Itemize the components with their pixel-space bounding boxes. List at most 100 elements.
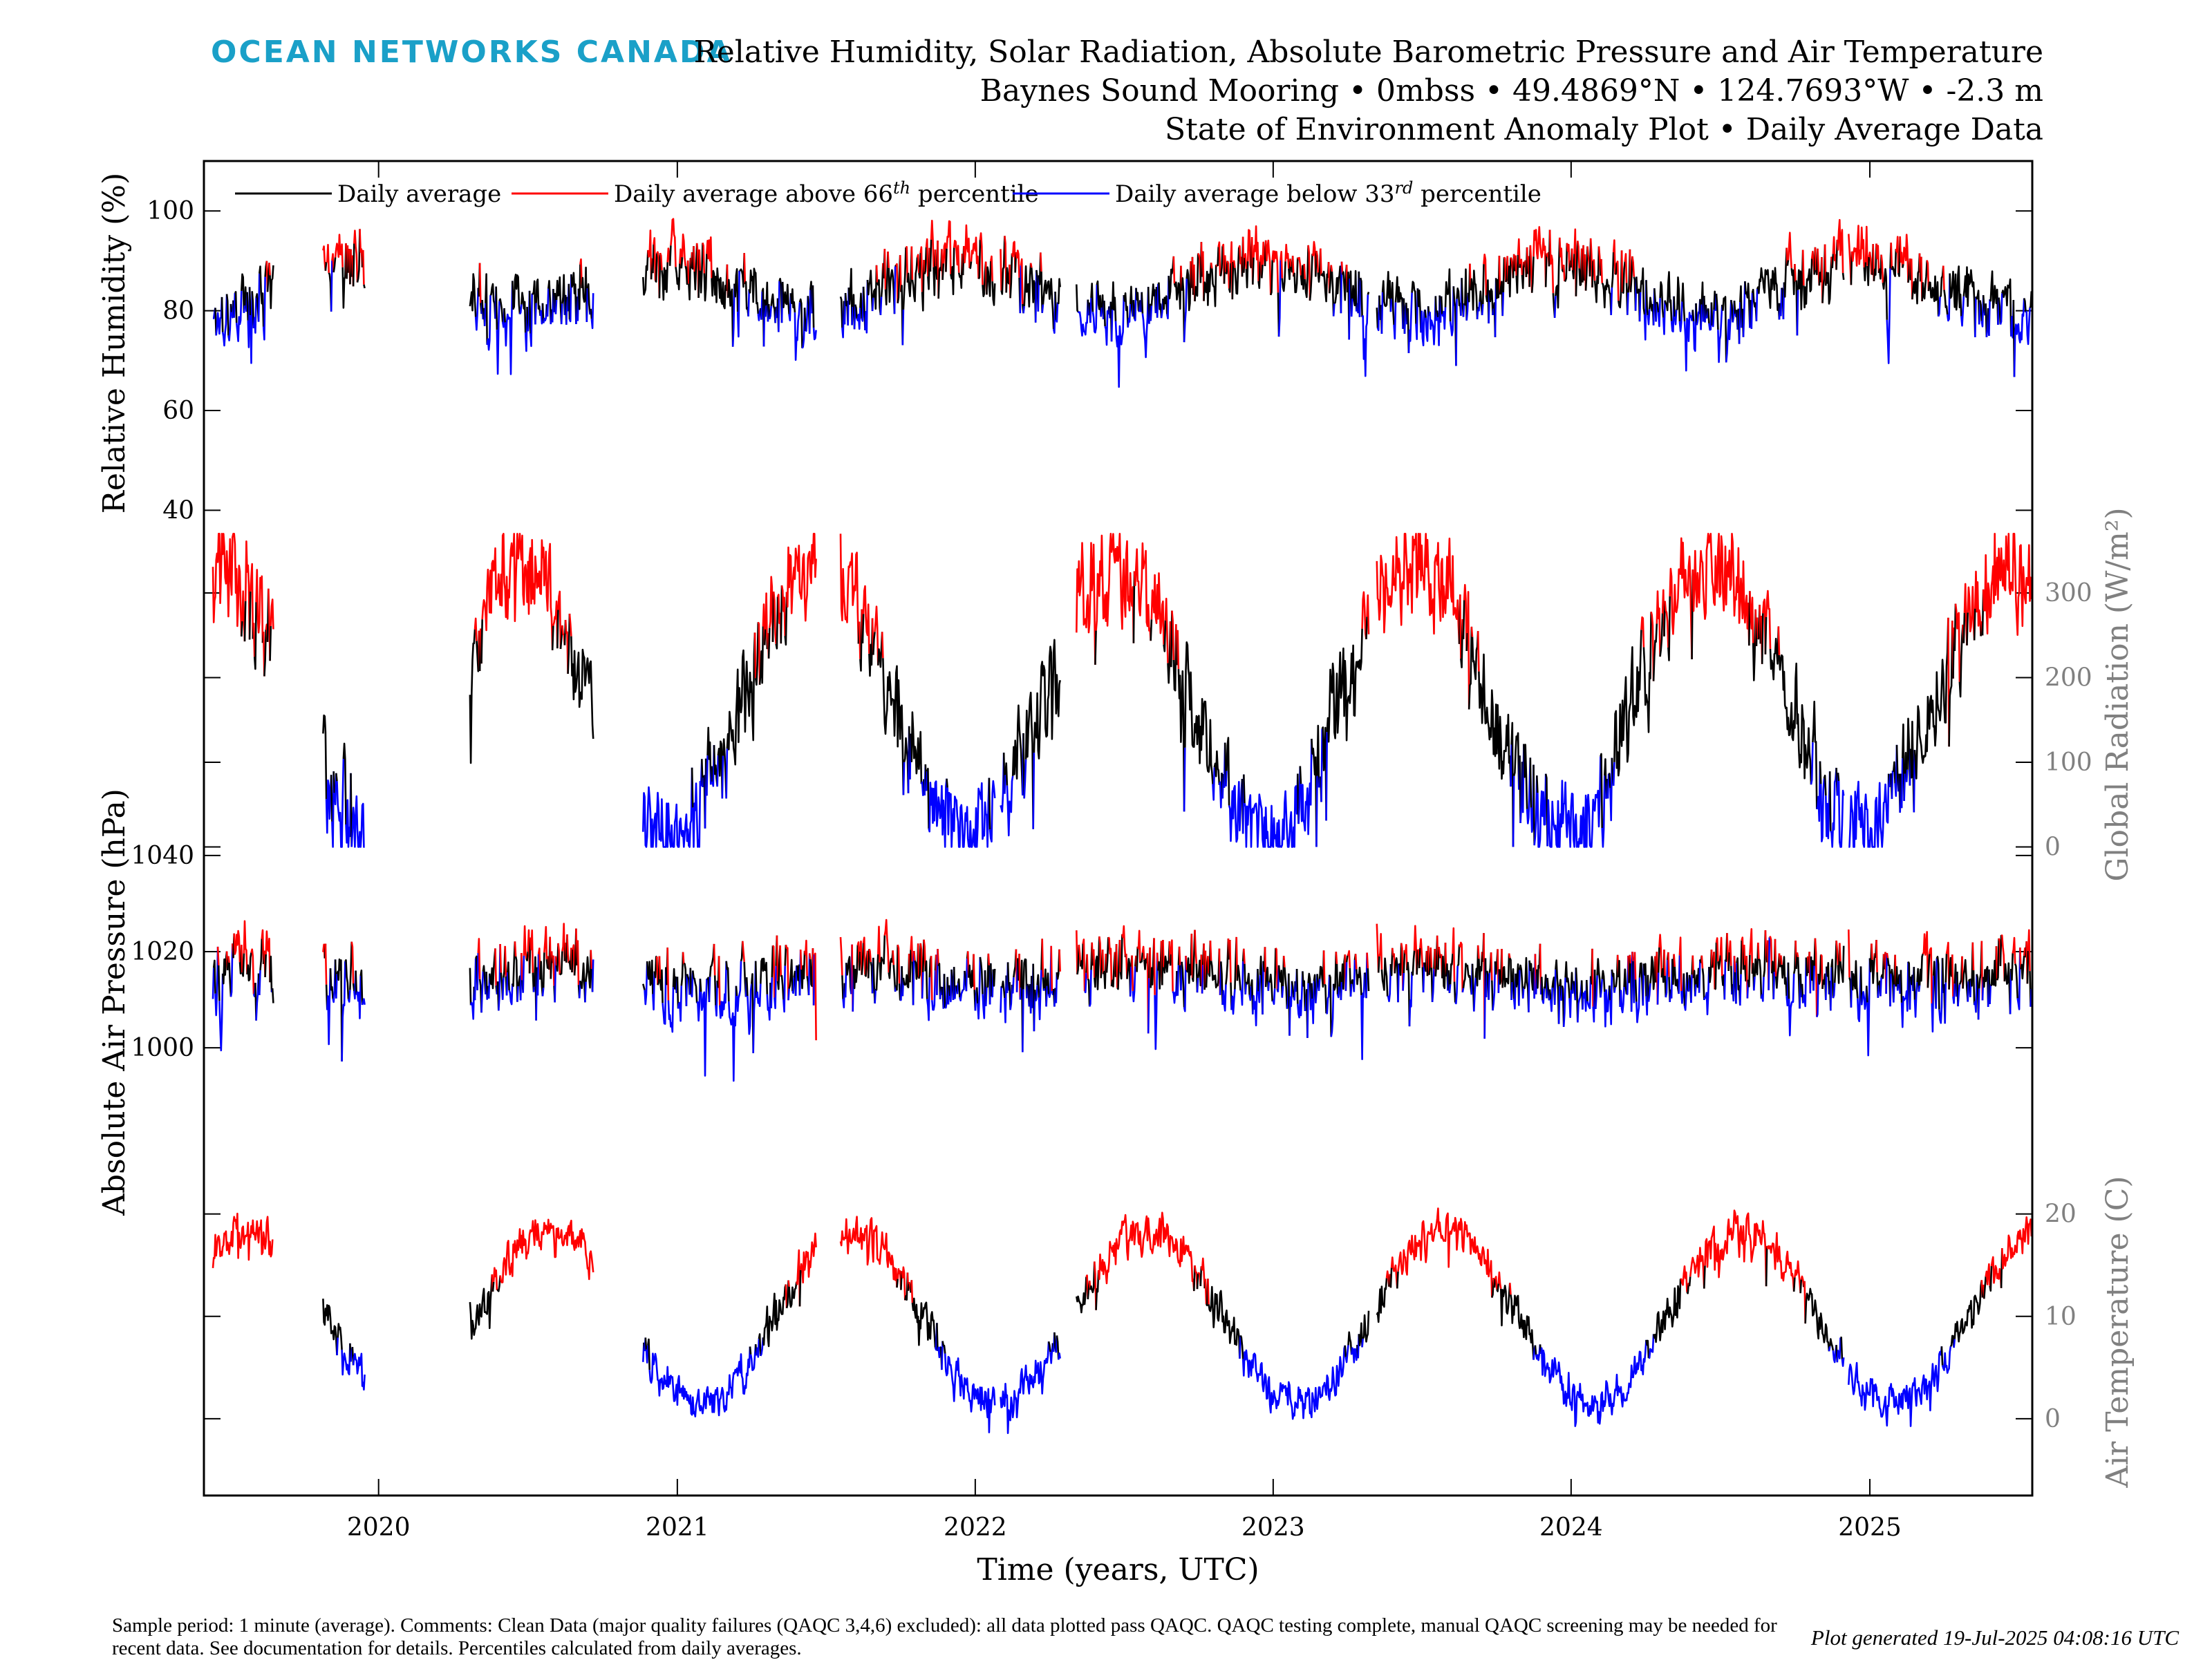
series-line-humidity xyxy=(1271,250,1280,293)
series-line-humidity xyxy=(1185,261,1192,312)
series-line-pressure xyxy=(1717,955,1722,970)
series-line-humidity xyxy=(1341,265,1348,301)
series-line-humidity xyxy=(1863,262,1867,282)
series-line-pressure xyxy=(667,987,675,1033)
series-line-radiation xyxy=(1023,759,1027,799)
series-line-humidity xyxy=(1622,261,1627,294)
series-line-radiation xyxy=(1888,774,1891,788)
series-line-humidity xyxy=(1631,256,1635,277)
series-line-pressure xyxy=(1078,944,1082,967)
series-line-pressure xyxy=(2010,953,2014,981)
series-line-pressure xyxy=(1154,952,1159,1050)
series-line-pressure xyxy=(1623,968,1628,994)
series-line-pressure xyxy=(1647,983,1651,1002)
series-line-radiation xyxy=(702,777,704,788)
series-line-pressure xyxy=(1318,950,1325,988)
series-line-humidity xyxy=(1566,243,1571,272)
series-line-humidity xyxy=(1288,258,1291,281)
series-line-temperature xyxy=(1990,1256,2003,1288)
series-line-radiation xyxy=(711,766,713,782)
series-line-pressure xyxy=(1671,954,1675,985)
series-line-pressure xyxy=(874,988,877,1004)
series-line-pressure xyxy=(522,955,525,993)
series-line-radiation xyxy=(1537,773,1547,848)
series-line-pressure xyxy=(1473,977,1477,1012)
series-line-radiation xyxy=(325,775,332,834)
series-line-pressure xyxy=(1297,971,1304,1019)
series-line-temperature xyxy=(1239,1335,1241,1359)
series-line-humidity xyxy=(1096,280,1102,317)
series-line-pressure xyxy=(1678,936,1683,992)
series-line-temperature xyxy=(1496,1283,1500,1292)
series-line-humidity xyxy=(542,304,548,323)
series-line-humidity xyxy=(1502,257,1506,293)
series-line-pressure xyxy=(469,986,476,1020)
series-line-radiation xyxy=(839,534,860,644)
series-line-radiation xyxy=(1170,610,1173,668)
series-line-pressure xyxy=(1918,953,1924,986)
series-line-pressure xyxy=(265,930,271,983)
series-line-pressure xyxy=(1087,978,1091,1007)
series-line-temperature xyxy=(896,1279,899,1288)
series-line-humidity xyxy=(1571,254,1575,280)
series-line-pressure xyxy=(1272,988,1276,1006)
series-line-radiation xyxy=(551,625,554,650)
series-line-humidity xyxy=(1034,270,1038,323)
series-line-radiation xyxy=(1823,774,1827,796)
series-line-pressure xyxy=(791,977,795,994)
series-line-temperature xyxy=(1804,1288,1830,1352)
series-line-humidity xyxy=(688,258,692,301)
series-line-pressure xyxy=(1866,985,1868,1003)
series-line-pressure xyxy=(1609,985,1611,1001)
series-line-humidity xyxy=(1315,250,1320,273)
series-line-radiation xyxy=(1819,778,1826,842)
series-line-radiation xyxy=(1601,775,1606,848)
series-line-humidity xyxy=(1381,270,1392,312)
series-line-radiation xyxy=(1459,594,1462,659)
series-line-pressure xyxy=(1474,945,1479,987)
series-line-humidity xyxy=(642,249,649,296)
series-line-pressure xyxy=(799,949,803,970)
series-line-pressure xyxy=(782,965,786,1013)
series-line-pressure xyxy=(1347,950,1351,968)
series-line-pressure xyxy=(1708,950,1713,983)
series-line-pressure xyxy=(1521,986,1525,999)
series-line-pressure xyxy=(1236,965,1241,991)
series-line-humidity xyxy=(1462,303,1465,317)
series-line-radiation xyxy=(1765,590,1772,650)
series-line-pressure xyxy=(577,940,580,985)
series-line-pressure xyxy=(1922,931,1929,988)
series-line-pressure xyxy=(772,945,776,998)
series-line-pressure xyxy=(1136,930,1141,963)
series-line-pressure xyxy=(676,977,679,1009)
series-line-radiation xyxy=(1902,723,1905,802)
series-line-pressure xyxy=(1326,974,1331,1015)
series-line-pressure xyxy=(1760,977,1765,1002)
series-line-pressure xyxy=(877,925,881,963)
series-line-pressure xyxy=(917,943,920,979)
series-line-humidity xyxy=(1695,303,1698,326)
series-line-radiation xyxy=(1316,724,1320,788)
series-line-pressure xyxy=(1931,975,1935,1032)
series-line-temperature xyxy=(1848,1346,1943,1427)
series-line-pressure xyxy=(572,944,576,976)
series-line-pressure xyxy=(1613,987,1616,993)
series-line-pressure xyxy=(987,953,991,965)
series-line-pressure xyxy=(1377,956,1380,973)
series-line-pressure xyxy=(1962,959,1969,1002)
series-line-pressure xyxy=(474,958,477,1001)
series-line-pressure xyxy=(700,979,708,1077)
series-line-pressure xyxy=(1609,969,1613,1026)
series-line-pressure xyxy=(1642,963,1647,997)
series-line-radiation xyxy=(1966,612,1969,645)
series-line-humidity xyxy=(658,253,662,299)
series-line-pressure xyxy=(591,959,594,992)
series-line-humidity xyxy=(1615,261,1620,301)
series-line-humidity xyxy=(1091,284,1098,334)
series-line-humidity xyxy=(706,236,713,279)
series-line-humidity xyxy=(1219,246,1224,277)
series-line-radiation xyxy=(1533,775,1538,846)
series-line-pressure xyxy=(992,968,996,987)
series-line-pressure xyxy=(888,950,894,979)
series-line-pressure xyxy=(2000,934,2006,982)
